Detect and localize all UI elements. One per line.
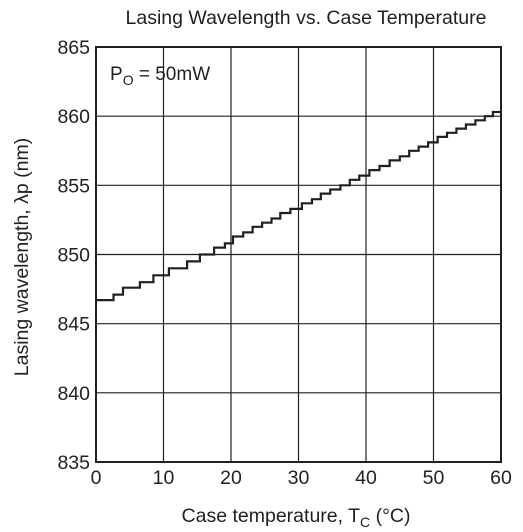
y-tick-label: 860 [57,106,90,128]
x-tick-label: 0 [91,467,102,489]
x-tick-labels: 0 10 20 30 40 50 60 [91,467,512,489]
power-annotation-main: P [110,64,123,85]
y-tick-label: 850 [57,245,90,267]
y-axis-label: Lasing wavelength, λp (nm) [11,138,33,376]
power-annotation: PO = 50mW [110,64,210,88]
y-tick-labels: 835 840 845 850 855 860 865 [57,37,90,474]
plot-frame [95,46,502,463]
y-tick-label: 855 [57,175,90,197]
x-tick-label: 50 [423,467,445,489]
series-line-wavelength [96,110,501,302]
grid-lines [96,47,501,462]
y-tick-label: 840 [57,383,90,405]
x-axis-label-sub: C [360,514,370,530]
power-annotation-sub: O [123,72,134,88]
x-axis-label: Case temperature, TC (°C) [182,505,411,530]
y-tick-label: 835 [57,452,90,474]
y-tick-label: 845 [57,314,90,336]
x-axis-label-rest: (°C) [370,505,410,527]
x-tick-label: 30 [288,467,310,489]
x-tick-label: 60 [490,467,512,489]
power-annotation-rest: = 50mW [134,64,211,85]
x-tick-label: 10 [153,467,175,489]
y-tick-label: 865 [57,37,90,59]
chart-title: Lasing Wavelength vs. Case Temperature [126,7,487,29]
x-axis-label-main: Case temperature, T [182,505,361,527]
x-tick-label: 40 [355,467,377,489]
x-tick-label: 20 [220,467,242,489]
